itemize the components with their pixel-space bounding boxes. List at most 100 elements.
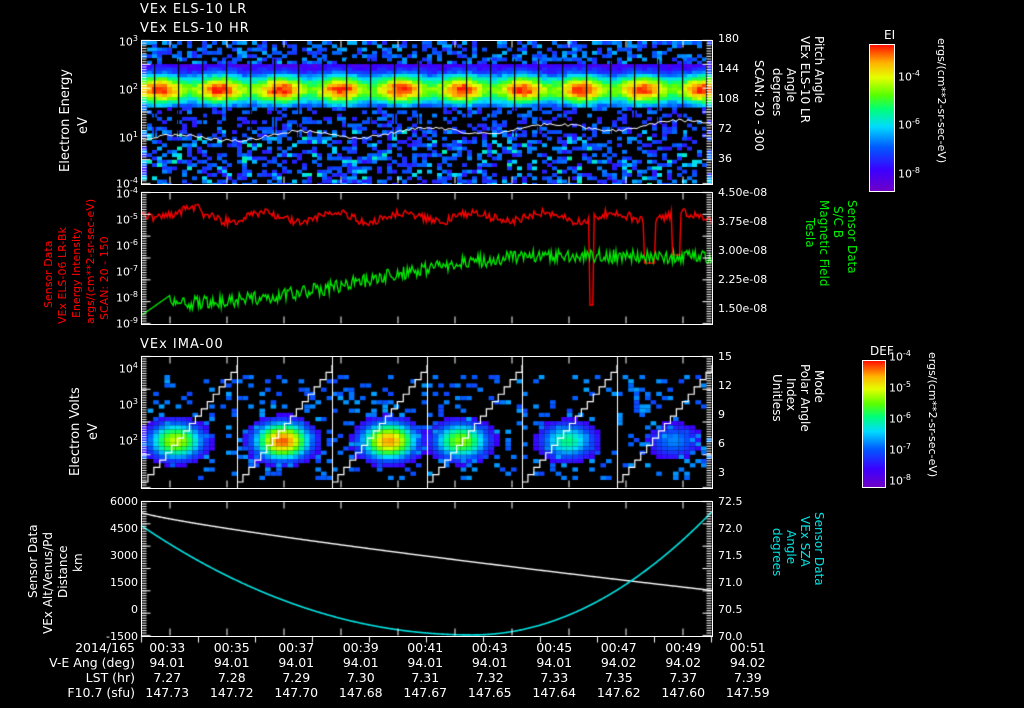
cell-time-1: 00:35 [213,640,250,655]
panel3-y2tick-4: 3 [718,466,725,479]
row-label-date: 2014/165 [75,640,135,655]
panel2-right-label-0: Sensor Data [845,200,859,274]
colorbar1-tick-1: 10-6 [898,117,920,132]
panel2-plot-area [141,192,713,325]
table-row-ve-ang: V-E Ang (deg) 94.01 94.01 94.01 94.01 94… [0,655,780,670]
colorbar2-units: ergs/(cm**2-sr-sec-eV) [926,352,939,478]
panel1-plot-area [141,40,713,185]
panel3-ytick-2: 102 [118,433,138,448]
panel4-y2tick-1: 72.0 [718,522,743,535]
row-label-f107: F10.7 (sfu) [67,685,135,700]
panel3-plot-area [141,356,713,489]
panel1-title-lr: VEx ELS-10 LR [140,2,248,17]
panel2-left-label-2: Energy Intensity [70,228,83,318]
panel3-ytick-1: 103 [118,397,138,412]
panel2-right-label-2: Magnetic Field [817,200,831,287]
panel3-title: VEx IMA-00 [140,337,224,352]
cell-time-5: 00:43 [471,640,508,655]
cell-f107-7: 147.62 [596,685,641,700]
colorbar2-tick-0: 10-4 [889,349,911,364]
table-row-lst: LST (hr) 7.27 7.28 7.29 7.30 7.31 7.32 7… [0,670,780,685]
panel3-right-label-3: Unitless [770,374,784,422]
panel4-ytick-1: 4500 [110,522,138,535]
panel3-left-axis-title: Electron Volts [68,387,83,476]
panel4-ytick-2: 3000 [110,549,138,562]
panel1-ytick-0: 103 [118,34,138,49]
bottom-time-table: 2014/165 00:33 00:35 00:37 00:39 00:41 0… [0,640,780,700]
panel2-y2tick-1: 3.75e-08 [718,215,768,228]
panel2-ytick-4: 10-8 [116,290,138,305]
panel4-left-label-0: Sensor Data [26,524,40,598]
panel4-right-label-2: Angle [784,530,798,565]
cell-veang-5: 94.01 [471,655,508,670]
cell-veang-2: 94.01 [278,655,315,670]
row-label-lst: LST (hr) [85,670,135,685]
cell-f107-4: 147.67 [403,685,448,700]
panel3-right-label-1: Polar Angle [798,364,812,432]
cell-veang-1: 94.01 [213,655,250,670]
cell-veang-7: 94.02 [600,655,637,670]
cell-lst-0: 7.27 [153,670,182,685]
cell-f107-8: 147.60 [661,685,706,700]
panel4-right-label-3: degrees [770,528,784,577]
cell-time-0: 00:33 [149,640,186,655]
panel1-y2tick-2: 108 [718,92,739,105]
panel2-y2tick-4: 1.50e-08 [718,302,768,315]
panel4-y2tick-4: 70.5 [718,603,743,616]
cell-lst-6: 7.33 [540,670,569,685]
panel1-title-hr: VEx ELS-10 HR [140,21,250,36]
panel2-ytick-5: 10-9 [116,316,138,331]
panel4-ytick-0: 6000 [110,495,138,508]
cell-veang-8: 94.02 [665,655,702,670]
panel1-left-axis-units: eV [76,117,91,134]
panel4-y2tick-0: 72.5 [718,495,743,508]
cell-veang-3: 94.01 [342,655,379,670]
colorbar2-tick-3: 10-7 [889,442,911,457]
colorbar1-title: EI [884,28,896,42]
panel2-ytick-1: 10-5 [116,212,138,227]
panel3-right-label-2: Index [784,378,798,412]
panel3-y2tick-0: 15 [718,350,732,363]
colorbar1 [869,44,895,192]
panel4-y2tick-3: 71.0 [718,576,743,589]
panel2-left-label-1: VEx ELS-06 LR-Bk [56,227,69,324]
cell-lst-3: 7.30 [346,670,375,685]
panel1-right-label-2: Angle [784,68,798,103]
panel2-y2tick-0: 4.50e-08 [718,186,768,199]
panel4-ytick-3: 1500 [110,576,138,589]
panel4-right-label-0: Sensor Data [812,512,826,586]
panel1-y2tick-3: 72 [718,122,732,135]
panel1-y2tick-0: 180 [718,32,739,45]
panel1-y2tick-1: 144 [718,62,739,75]
panel4-left-label-1: VEx Alt/Venus/Pd [41,531,55,634]
cell-veang-6: 94.01 [536,655,573,670]
panel2-ytick-3: 10-7 [116,264,138,279]
cell-f107-2: 147.70 [274,685,319,700]
panel2-ytick-2: 10-6 [116,238,138,253]
cell-time-2: 00:37 [278,640,315,655]
panel1-ytick-1: 102 [118,82,138,97]
cell-f107-9: 147.59 [725,685,770,700]
table-row-f107: F10.7 (sfu) 147.73 147.72 147.70 147.68 … [0,685,780,700]
colorbar1-tick-2: 10-8 [898,166,920,181]
panel2-y2tick-3: 2.25e-08 [718,273,768,286]
panel4-y2tick-2: 71.5 [718,549,743,562]
panel4-right-label-1: VEx SZA [798,516,812,567]
panel2-y2tick-2: 3.00e-08 [718,244,768,257]
panel1-ytick-2: 101 [118,130,138,145]
cell-lst-2: 7.29 [282,670,311,685]
panel3-ytick-0: 104 [118,361,138,376]
cell-time-3: 00:39 [342,640,379,655]
panel1-right-label-0: Pitch Angle [812,36,826,104]
cell-lst-9: 7.39 [733,670,762,685]
colorbar1-tick-0: 10-4 [898,69,920,84]
panel1-y2tick-4: 36 [718,152,732,165]
cell-time-8: 00:49 [665,640,702,655]
cell-f107-6: 147.64 [532,685,577,700]
panel3-y2tick-2: 9 [718,408,725,421]
cell-time-9: 00:51 [729,640,766,655]
panel4-ytick-4: 0 [131,603,138,616]
panel1-right-label-4: SCAN: 20 - 300 [752,60,766,152]
cell-time-6: 00:45 [536,640,573,655]
panel3-right-label-0: Mode [812,370,826,403]
